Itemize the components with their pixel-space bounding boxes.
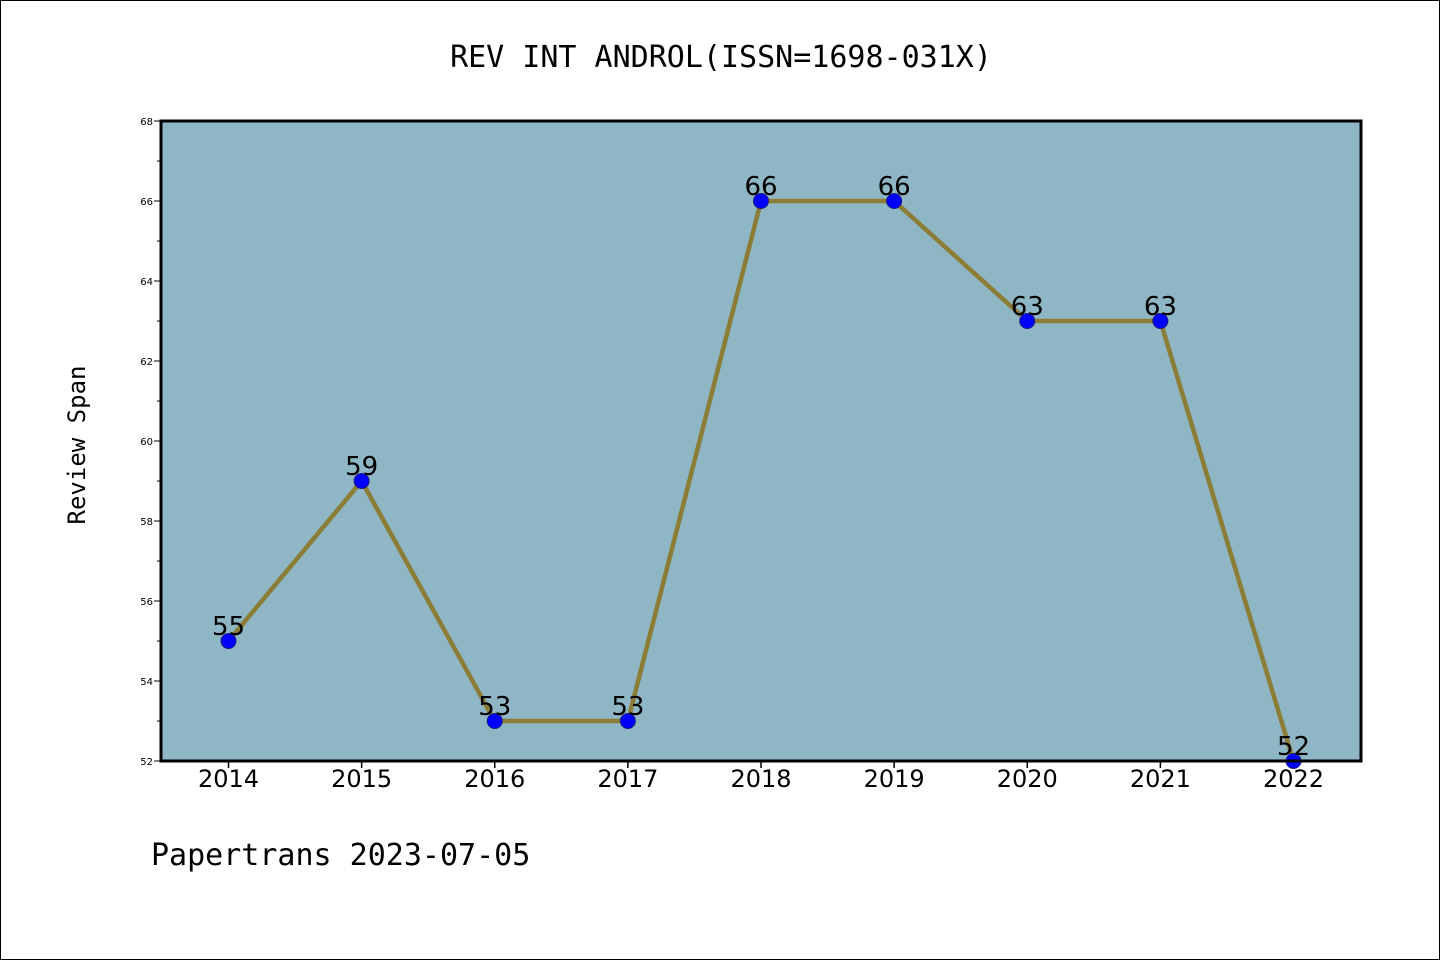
data-label: 52 [1277,732,1310,762]
data-label: 55 [212,612,245,642]
data-label: 66 [878,172,911,202]
data-points [220,193,1302,769]
x-tick-label: 2022 [1263,765,1324,793]
y-tick-label: 60 [140,437,153,448]
x-tick-label: 2019 [864,765,925,793]
data-point [486,713,503,729]
data-point [753,193,769,209]
data-labels: 55 59 53 53 66 66 63 63 52 [212,172,1310,762]
axis-ticks: 2014 2015 2016 2017 2018 2019 2020 2021 2022 52 54… [140,117,1324,793]
data-point [220,633,237,649]
plot-frame [159,119,1363,763]
y-tick-label: 68 [140,117,153,128]
plot-area [161,121,1361,761]
x-tick-label: 2017 [597,765,658,793]
x-tick-label: 2016 [464,765,525,793]
data-point [1019,313,1036,329]
data-point [353,473,370,489]
data-label: 53 [478,692,511,722]
data-label: 63 [1011,292,1044,322]
x-tick-label: 2014 [198,765,259,793]
x-tick-label: 2018 [730,765,791,793]
y-tick-label: 66 [140,197,153,208]
data-label: 53 [611,692,644,722]
data-label: 66 [744,172,777,202]
y-tick-label: 56 [140,597,153,608]
y-tick-label: 54 [140,677,153,688]
y-tick-label: 58 [140,517,153,528]
data-point [886,193,903,209]
x-tick-label: 2021 [1130,765,1191,793]
x-tick-label: 2020 [997,765,1058,793]
y-tick-label: 62 [140,357,153,368]
data-point [619,713,636,729]
x-tick-label: 2015 [331,765,392,793]
chart-title: REV INT ANDROL(ISSN=1698-031X) [450,40,992,75]
y-tick-label: 52 [140,757,153,768]
data-label: 59 [345,452,378,482]
data-label: 63 [1144,292,1177,322]
footer-watermark: Papertrans 2023-07-05 [151,838,530,873]
data-point [1152,313,1169,329]
y-tick-label: 64 [140,277,153,288]
y-axis-label: Review Span [63,366,91,525]
